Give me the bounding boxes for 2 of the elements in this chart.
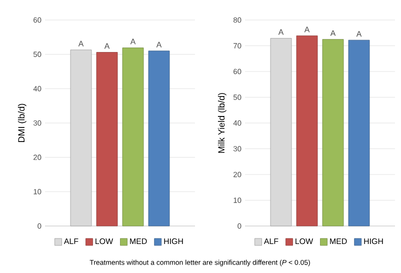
y-axis-title: DMI (lb/d)	[18, 104, 26, 142]
y-axis-title: Milk Yield (lb/d)	[218, 93, 226, 153]
